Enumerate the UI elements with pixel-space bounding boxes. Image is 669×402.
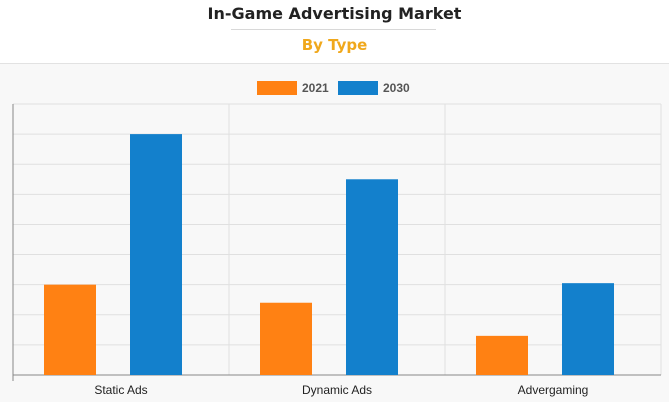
bar-2021-dynamic-ads bbox=[260, 302, 312, 375]
legend-label-2030: 2030 bbox=[383, 81, 410, 95]
bar-2021-advergaming bbox=[476, 335, 528, 375]
x-tick-label: Advergaming bbox=[518, 383, 589, 397]
bar-2030-advergaming bbox=[562, 283, 614, 375]
chart-subtitle: By Type bbox=[301, 36, 368, 54]
x-tick-label: Dynamic Ads bbox=[302, 383, 372, 397]
title-divider bbox=[231, 29, 436, 30]
legend-swatch-2021 bbox=[257, 81, 297, 95]
x-tick-label: Static Ads bbox=[94, 383, 147, 397]
legend-swatch-2030 bbox=[338, 81, 378, 95]
bar-2021-static-ads bbox=[44, 284, 96, 375]
bar-2030-static-ads bbox=[130, 134, 182, 375]
bar-2030-dynamic-ads bbox=[346, 179, 398, 375]
chart-panel bbox=[0, 63, 669, 402]
legend-label-2021: 2021 bbox=[302, 81, 329, 95]
chart-title: In-Game Advertising Market bbox=[207, 4, 462, 23]
